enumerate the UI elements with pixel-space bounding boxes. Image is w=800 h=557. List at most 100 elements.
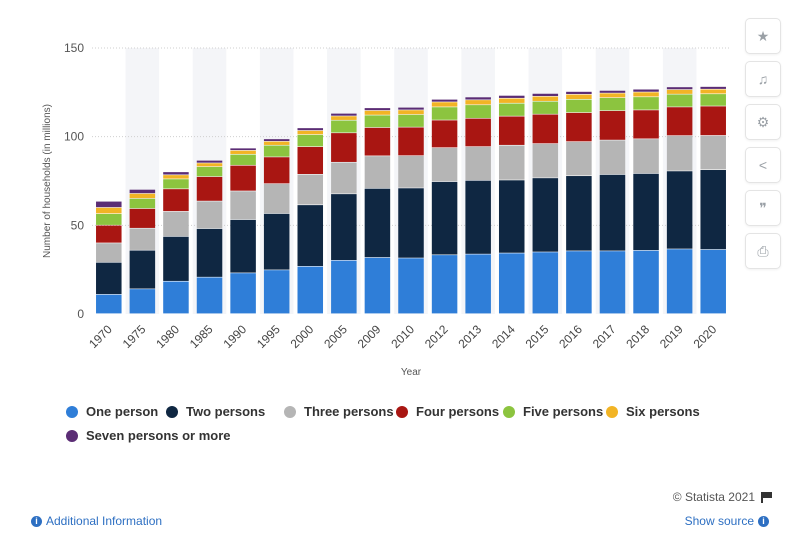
bar-segment[interactable]	[666, 249, 693, 314]
bar-segment[interactable]	[700, 249, 726, 314]
bar-segment[interactable]	[532, 96, 559, 101]
bar-segment[interactable]	[566, 251, 592, 314]
bar-segment[interactable]	[263, 213, 290, 270]
bar-segment[interactable]	[431, 148, 458, 182]
bar-segment[interactable]	[163, 211, 189, 237]
bar-segment[interactable]	[129, 189, 156, 194]
bar-segment[interactable]	[163, 179, 189, 189]
bar-segment[interactable]	[398, 127, 424, 156]
bar-segment[interactable]	[666, 94, 693, 107]
bar-segment[interactable]	[431, 99, 458, 102]
legend-item[interactable]: One person	[66, 404, 158, 419]
bar-segment[interactable]	[465, 105, 491, 118]
bar-segment[interactable]	[398, 110, 424, 115]
bar-segment[interactable]	[431, 102, 458, 107]
bar-segment[interactable]	[465, 100, 491, 105]
bar-segment[interactable]	[666, 89, 693, 94]
bar-segment[interactable]	[129, 289, 156, 314]
bar-segment[interactable]	[599, 251, 626, 314]
bar-segment[interactable]	[700, 170, 726, 250]
bar-segment[interactable]	[364, 257, 391, 314]
bar-segment[interactable]	[163, 281, 189, 314]
bar-segment[interactable]	[263, 139, 290, 142]
legend-item[interactable]: Three persons	[284, 404, 394, 419]
bar-segment[interactable]	[431, 120, 458, 148]
bar-segment[interactable]	[398, 188, 424, 258]
bar-segment[interactable]	[700, 135, 726, 170]
bar-segment[interactable]	[398, 114, 424, 127]
bar-segment[interactable]	[331, 162, 357, 194]
bar-segment[interactable]	[297, 266, 324, 314]
bar-segment[interactable]	[129, 193, 156, 199]
star-icon[interactable]: ★	[745, 18, 781, 54]
bar-segment[interactable]	[633, 97, 659, 110]
bar-segment[interactable]	[263, 270, 290, 314]
bar-segment[interactable]	[364, 108, 391, 111]
bar-segment[interactable]	[331, 194, 357, 261]
bar-segment[interactable]	[599, 98, 626, 111]
bar-segment[interactable]	[96, 213, 122, 225]
bar-segment[interactable]	[498, 253, 525, 314]
bar-segment[interactable]	[599, 90, 626, 93]
bar-segment[interactable]	[431, 107, 458, 120]
quote-icon[interactable]: ❞	[745, 190, 781, 226]
bar-segment[interactable]	[700, 106, 726, 136]
bar-segment[interactable]	[566, 176, 592, 251]
bar-segment[interactable]	[364, 127, 391, 156]
bar-segment[interactable]	[196, 163, 223, 167]
bar-segment[interactable]	[599, 110, 626, 140]
bar-segment[interactable]	[196, 277, 223, 314]
bar-segment[interactable]	[498, 116, 525, 145]
bar-segment[interactable]	[465, 254, 491, 314]
legend-item[interactable]: Five persons	[503, 404, 603, 419]
bar-segment[interactable]	[263, 157, 290, 184]
share-icon[interactable]: <	[745, 147, 781, 183]
bar-segment[interactable]	[297, 134, 324, 147]
bar-segment[interactable]	[96, 262, 122, 295]
bar-segment[interactable]	[96, 201, 122, 208]
bar-segment[interactable]	[364, 110, 391, 115]
bar-segment[interactable]	[566, 141, 592, 176]
bar-segment[interactable]	[633, 173, 659, 251]
bar-segment[interactable]	[263, 141, 290, 145]
bar-segment[interactable]	[96, 225, 122, 243]
bar-segment[interactable]	[129, 208, 156, 228]
bar-segment[interactable]	[666, 171, 693, 249]
bar-segment[interactable]	[96, 243, 122, 262]
bar-segment[interactable]	[532, 178, 559, 252]
bar-segment[interactable]	[398, 155, 424, 188]
print-icon[interactable]: ⎙	[745, 233, 781, 269]
additional-information-link[interactable]: i Additional Information	[27, 514, 162, 528]
bar-segment[interactable]	[498, 180, 525, 253]
bar-segment[interactable]	[700, 94, 726, 106]
bar-segment[interactable]	[230, 165, 256, 191]
bar-segment[interactable]	[196, 160, 223, 163]
bar-segment[interactable]	[96, 207, 122, 214]
bar-segment[interactable]	[566, 99, 592, 113]
bar-segment[interactable]	[532, 101, 559, 114]
bar-segment[interactable]	[633, 139, 659, 174]
bar-segment[interactable]	[633, 92, 659, 97]
bar-segment[interactable]	[666, 87, 693, 90]
bar-segment[interactable]	[666, 107, 693, 136]
bar-segment[interactable]	[364, 188, 391, 258]
bar-segment[interactable]	[196, 166, 223, 177]
bar-segment[interactable]	[532, 252, 559, 314]
bar-segment[interactable]	[566, 91, 592, 95]
bar-segment[interactable]	[666, 135, 693, 171]
statista-credit[interactable]: © Statista 2021	[673, 490, 773, 504]
bar-segment[interactable]	[297, 130, 324, 135]
bar-segment[interactable]	[566, 94, 592, 100]
bar-segment[interactable]	[498, 95, 525, 98]
bar-segment[interactable]	[465, 180, 491, 254]
bar-segment[interactable]	[566, 112, 592, 142]
bar-segment[interactable]	[364, 115, 391, 128]
legend-item[interactable]: Two persons	[166, 404, 265, 419]
bar-segment[interactable]	[599, 140, 626, 175]
bell-icon[interactable]: ♫	[745, 61, 781, 97]
bar-segment[interactable]	[196, 228, 223, 277]
bar-segment[interactable]	[163, 189, 189, 212]
bar-segment[interactable]	[263, 184, 290, 214]
bar-segment[interactable]	[465, 118, 491, 147]
bar-segment[interactable]	[465, 97, 491, 100]
